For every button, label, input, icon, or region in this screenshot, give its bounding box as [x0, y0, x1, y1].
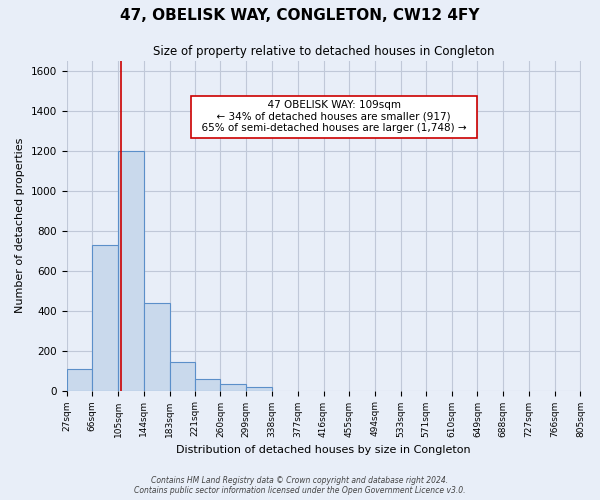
X-axis label: Distribution of detached houses by size in Congleton: Distribution of detached houses by size … [176, 445, 471, 455]
Text: 47, OBELISK WAY, CONGLETON, CW12 4FY: 47, OBELISK WAY, CONGLETON, CW12 4FY [120, 8, 480, 22]
Bar [118, 150, 144, 390]
Y-axis label: Number of detached properties: Number of detached properties [15, 138, 25, 313]
Text: 47 OBELISK WAY: 109sqm  
  ← 34% of detached houses are smaller (917)  
  65% of: 47 OBELISK WAY: 109sqm ← 34% of detached… [195, 100, 473, 134]
Bar [220, 384, 246, 390]
Bar [67, 368, 92, 390]
Bar [144, 302, 170, 390]
Text: Contains HM Land Registry data © Crown copyright and database right 2024.
Contai: Contains HM Land Registry data © Crown c… [134, 476, 466, 495]
Bar [246, 386, 272, 390]
Bar [92, 244, 118, 390]
Bar [194, 378, 220, 390]
Bar [170, 362, 196, 390]
Title: Size of property relative to detached houses in Congleton: Size of property relative to detached ho… [153, 45, 494, 58]
